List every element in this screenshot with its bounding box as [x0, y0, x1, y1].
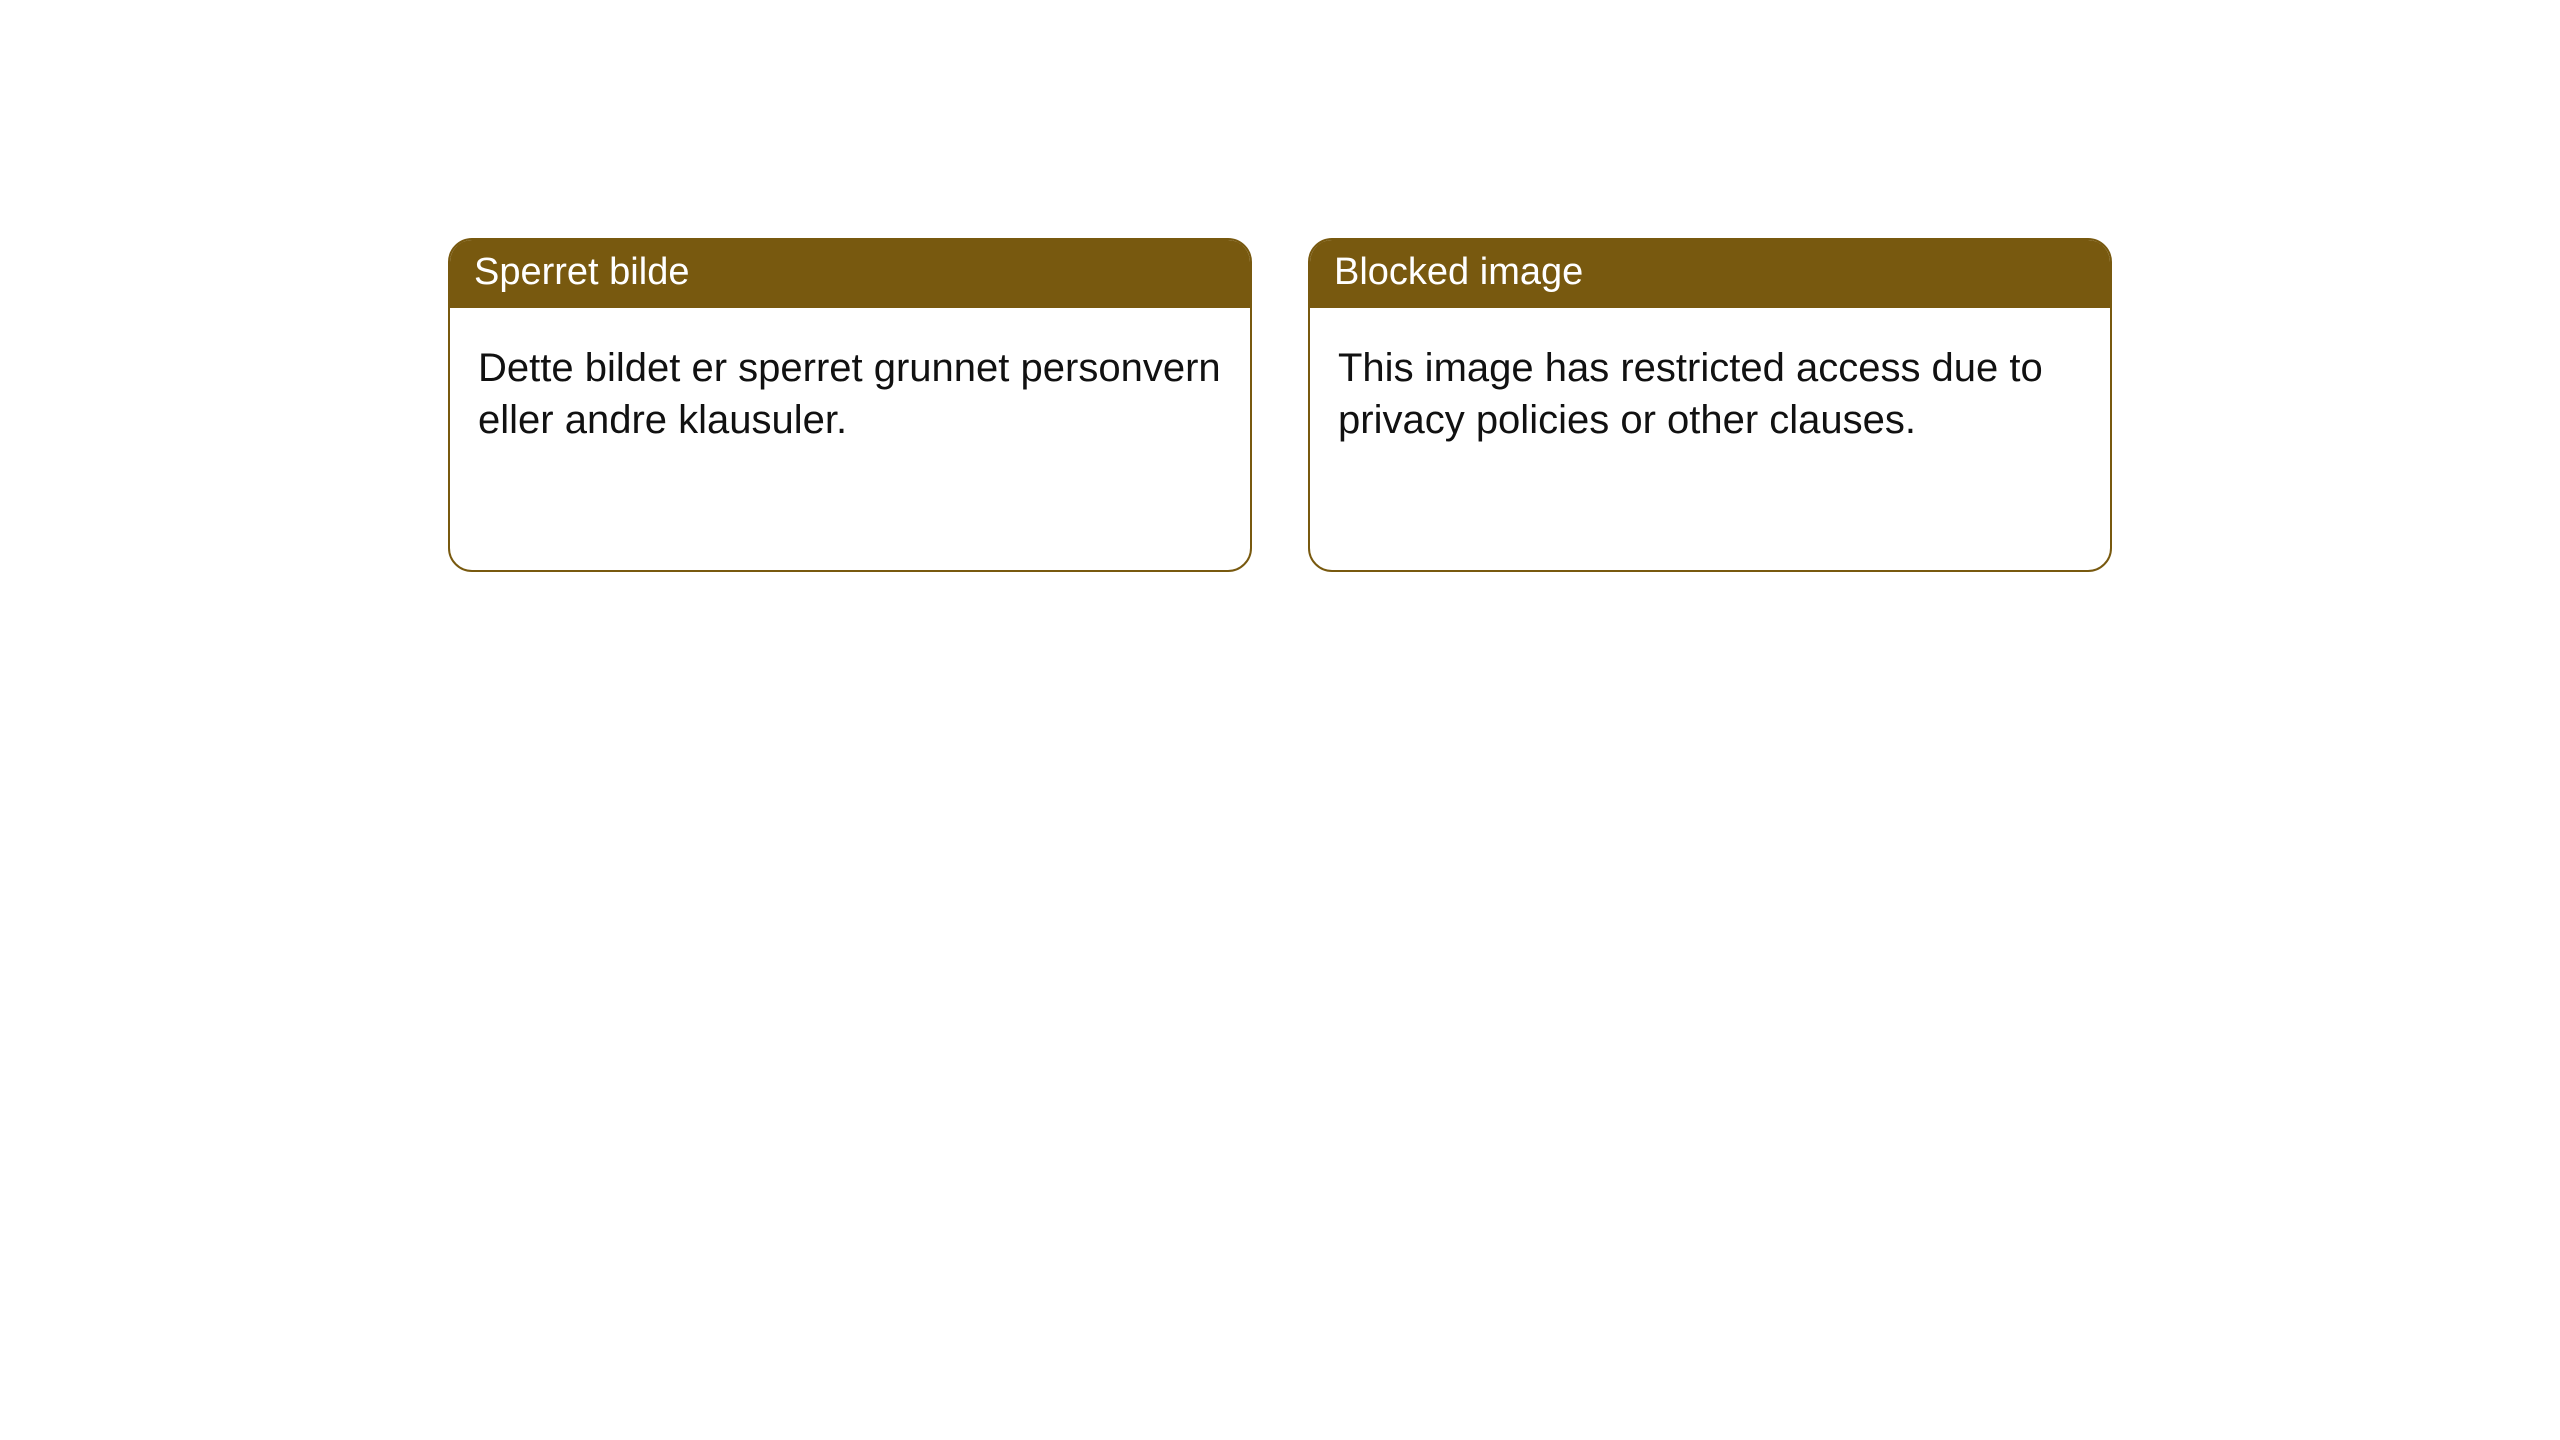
card-body: Dette bildet er sperret grunnet personve… — [450, 308, 1250, 474]
blocked-image-card-no: Sperret bilde Dette bildet er sperret gr… — [448, 238, 1252, 572]
card-row: Sperret bilde Dette bildet er sperret gr… — [0, 0, 2560, 572]
card-header: Sperret bilde — [450, 240, 1250, 308]
card-header: Blocked image — [1310, 240, 2110, 308]
card-body: This image has restricted access due to … — [1310, 308, 2110, 474]
blocked-image-card-en: Blocked image This image has restricted … — [1308, 238, 2112, 572]
